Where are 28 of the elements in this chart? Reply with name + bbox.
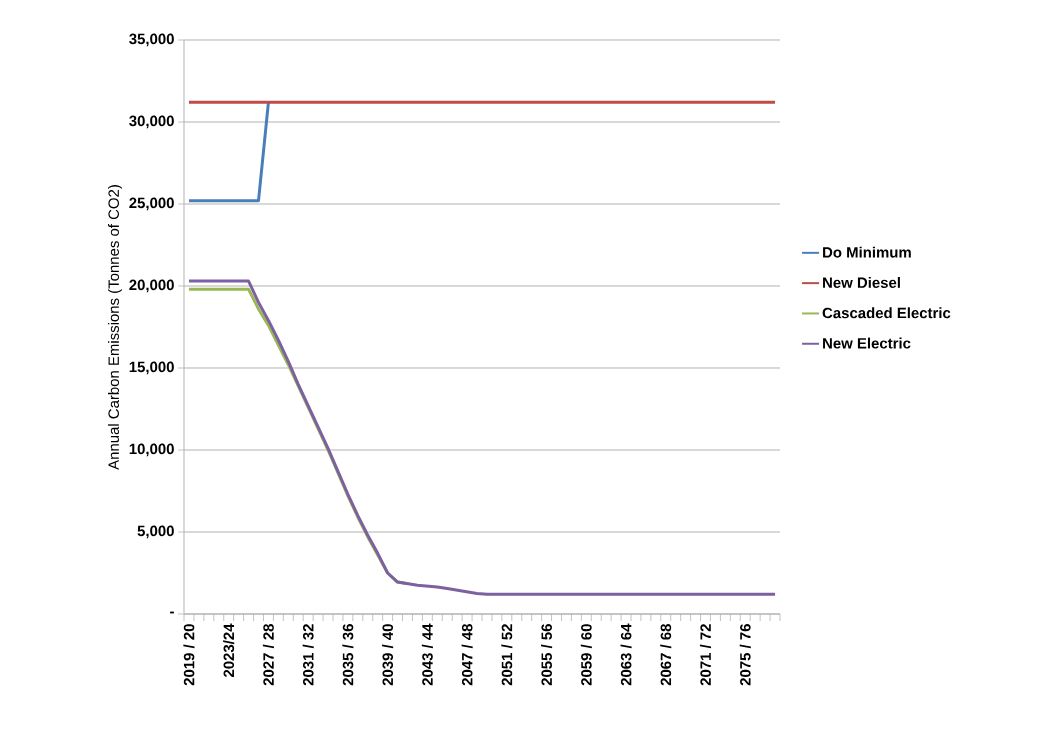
y-tick-label: - — [170, 611, 174, 614]
x-tick-label: 2063 / 64 — [620, 623, 632, 686]
legend-label: New Electric — [823, 337, 911, 349]
x-tick-label: 2023/24 — [223, 623, 235, 678]
x-tick-label: 2051 / 52 — [501, 624, 513, 686]
x-tick-label: 2067 / 68 — [660, 624, 672, 686]
y-tick-label: 10,000 — [129, 443, 174, 457]
x-tick-label: 2071 / 72 — [699, 624, 712, 686]
y-tick-label: 5,000 — [137, 525, 174, 539]
x-tick-label: 2031 / 32 — [302, 624, 314, 686]
y-tick-label: 20,000 — [129, 279, 174, 293]
y-tick-label: 35,000 — [129, 33, 174, 47]
legend-label: New Diesel — [823, 276, 900, 288]
x-tick-label: 2027 / 28 — [262, 624, 274, 686]
x-tick-label: 2047 / 48 — [461, 624, 473, 686]
x-tick-label: 2055 / 56 — [541, 624, 553, 686]
x-tick-label: 2059 / 60 — [580, 624, 592, 686]
y-tick-label: 25,000 — [129, 197, 174, 211]
y-tick-label: 15,000 — [129, 361, 174, 375]
x-tick-label: 2039 / 40 — [382, 624, 394, 686]
x-tick-label: 2043 / 44 — [421, 623, 433, 686]
y-axis-title: Annual Carbon Emissions (Tonnes of CO2) — [108, 185, 122, 470]
x-tick-label: 2035 / 36 — [342, 624, 354, 686]
legend-label: Do Minimum — [823, 246, 911, 258]
x-tick-label: 2019 / 20 — [183, 624, 195, 686]
x-tick-label: 2075 / 76 — [739, 624, 751, 686]
legend-label: Cascaded Electric — [822, 307, 951, 319]
y-tick-label: 30,000 — [129, 115, 174, 129]
